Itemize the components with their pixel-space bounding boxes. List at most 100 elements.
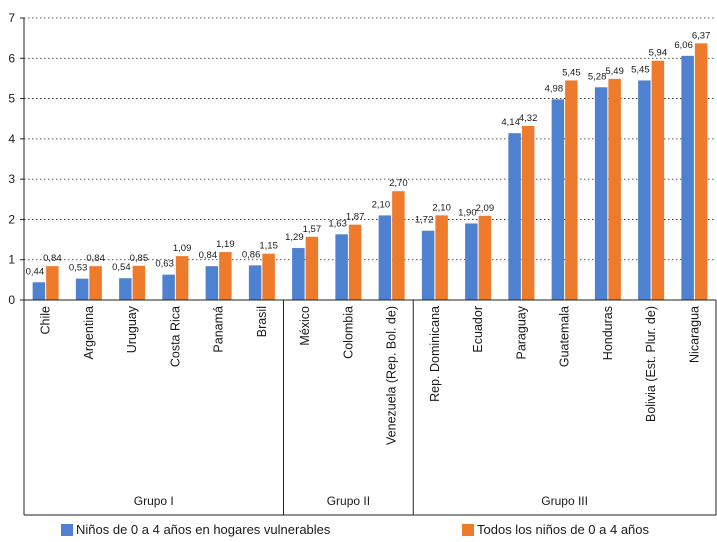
bar [262,253,275,300]
data-label: 4,14 [501,117,520,128]
data-label: 1,57 [303,224,322,235]
bar [132,265,146,300]
bar [248,265,262,300]
bar [681,55,694,300]
bar [421,230,435,300]
bar [89,266,102,300]
bar [478,215,492,300]
legend-label-all: Todos los niños de 0 a 4 años [477,522,650,537]
bar [608,78,621,301]
data-label: 0,84 [199,250,218,261]
data-label: 5,45 [562,67,581,78]
data-label: 0,85 [130,253,149,264]
data-label: 6,06 [674,40,693,51]
y-tick-label: 0 [8,293,15,307]
x-tick-label: Guatemala [558,306,572,367]
x-tick-label: Honduras [601,306,615,360]
bar [205,266,219,300]
bar [305,236,319,300]
data-label: 1,29 [285,232,304,243]
y-tick-label: 5 [8,92,15,106]
y-tick-label: 3 [8,172,15,186]
x-tick-label: Ecuador [471,306,485,353]
y-tick-label: 6 [8,51,15,65]
y-tick-label: 7 [8,11,15,25]
bar [46,266,59,300]
data-label: 5,94 [649,48,668,59]
data-label: 1,72 [415,215,434,226]
data-label: 0,53 [69,263,88,274]
legend-label-vulnerable: Niños de 0 a 4 años en hogares vulnerabl… [76,522,331,537]
data-label: 2,70 [389,178,408,189]
x-tick-label: Brasil [255,306,269,337]
data-label: 5,49 [605,66,624,77]
x-tick-label: Paraguay [514,305,528,359]
bar [521,125,535,300]
bar [565,80,578,300]
data-label: 6,37 [692,30,711,41]
x-tick-label: Argentina [82,306,96,360]
data-label: 0,44 [26,266,45,277]
bar [508,133,521,300]
bar [32,282,46,300]
y-tick-label: 1 [8,253,15,267]
bar [162,274,175,300]
data-label: 5,28 [588,71,607,82]
x-tick-label: Costa Rica [168,306,182,367]
x-tick-label: Panamá [212,306,226,353]
bar [392,191,405,300]
legend-swatch-vulnerable [61,523,73,536]
bar [594,87,608,300]
y-tick-label: 4 [8,132,15,146]
data-label: 0,54 [112,262,131,273]
data-label: 1,90 [458,207,477,218]
x-tick-label: Rep. Dominicana [428,306,442,402]
data-label: 1,87 [346,212,365,223]
data-label: 0,86 [242,249,261,260]
group-label: Grupo III [541,494,588,508]
bar [292,248,305,300]
y-tick-label: 2 [8,212,15,226]
legend-item-all: Todos los niños de 0 a 4 años [462,522,649,537]
bar [219,252,232,300]
group-label: Grupo II [327,494,370,508]
bar [651,60,665,301]
bar [378,215,392,300]
data-label: 2,09 [476,203,495,214]
bar [335,234,348,300]
bar-chart: 0 1 2 3 4 5 6 7 0,44 0,53 0,54 0,63 0,84 0,86 1,29 1,63… [8,11,717,516]
data-label: 0,84 [43,253,62,264]
data-label: 4,32 [519,113,538,124]
bar [465,223,478,300]
x-tick-label: Chile [39,306,53,335]
bar [638,80,651,300]
bar [694,43,708,300]
group-label: Grupo I [134,494,174,508]
x-tick-label: Nicaragua [687,306,701,363]
data-label: 1,15 [259,241,278,252]
bar [435,215,448,300]
data-label: 1,09 [173,243,192,254]
x-tick-label: Uruguay [125,305,139,353]
data-label: 2,10 [372,199,391,210]
data-label: 0,84 [86,253,105,264]
data-label: 1,63 [328,218,347,229]
data-label: 0,63 [155,259,174,270]
x-tick-label: México [298,306,312,346]
bar [75,278,89,300]
data-label: 2,10 [432,202,451,213]
data-label: 5,45 [631,64,650,75]
legend-item-vulnerable: Niños de 0 a 4 años en hogares vulnerabl… [61,522,330,537]
legend: Niños de 0 a 4 años en hogares vulnerabl… [0,520,717,542]
x-tick-label: Bolivia (Est. Plur. de) [644,306,658,422]
legend-swatch-all [462,523,474,536]
bar [175,256,189,300]
bar [551,99,565,301]
x-tick-label: Venezuela (Rep. Bol. de) [385,306,399,445]
data-label: 4,98 [545,83,564,94]
bar [119,278,132,300]
data-label: 1,19 [216,239,235,250]
bar [348,224,362,300]
x-tick-label: Colombia [341,306,355,359]
